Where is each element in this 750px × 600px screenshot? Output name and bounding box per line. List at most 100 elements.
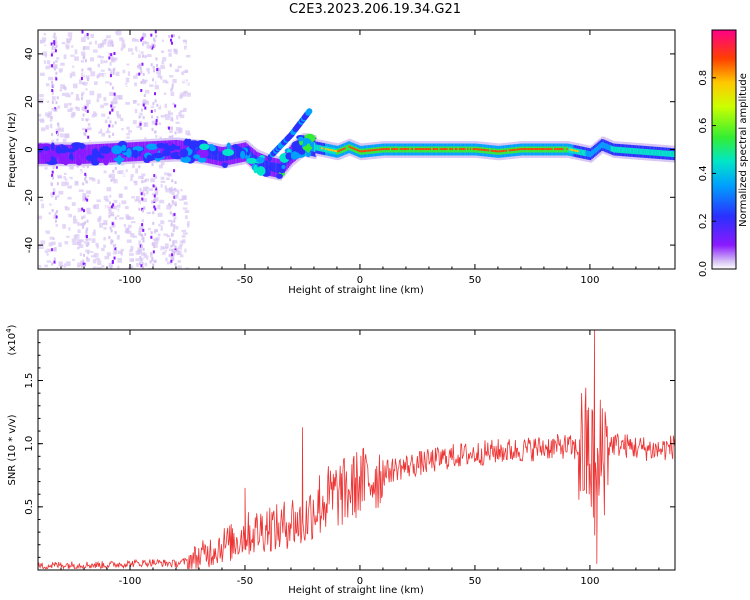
track-core <box>446 148 449 151</box>
noise-streak-point <box>153 39 156 43</box>
noise-streak-point <box>174 131 177 135</box>
snr-ylabel: SNR (10 * v/v) <box>7 414 18 485</box>
noise-point <box>153 72 157 75</box>
track-core <box>373 149 376 152</box>
track-core <box>400 148 404 151</box>
noise-point <box>146 211 151 215</box>
signal-blob <box>156 142 166 149</box>
noise-streak-point <box>153 69 156 73</box>
noise-point <box>132 165 135 169</box>
noise-point <box>132 41 137 47</box>
noise-point <box>135 168 139 174</box>
noise-streak-point <box>112 205 115 209</box>
track-core <box>352 147 356 150</box>
noise-point <box>158 122 162 125</box>
noise-point <box>127 48 133 52</box>
noise-point <box>175 181 181 184</box>
noise-point <box>138 112 143 118</box>
noise-point <box>63 133 69 139</box>
track-core <box>378 148 382 151</box>
noise-point <box>93 81 98 85</box>
noise-point <box>146 62 152 66</box>
track-mid <box>653 149 656 156</box>
noise-streak-point <box>153 245 156 249</box>
noise-streak-point <box>140 192 143 196</box>
noise-point <box>96 266 102 269</box>
signal-blob <box>42 146 50 151</box>
noise-point <box>169 254 175 259</box>
noise-point <box>40 227 44 231</box>
noise-point <box>108 98 111 101</box>
noise-point <box>111 211 115 217</box>
noise-point <box>103 73 107 78</box>
noise-streak-point <box>151 258 154 262</box>
noise-streak-point <box>139 244 142 248</box>
noise-point <box>104 255 110 260</box>
noise-point <box>139 115 143 118</box>
track-core <box>393 148 397 151</box>
noise-point <box>58 242 62 248</box>
signal-blob <box>281 164 286 170</box>
track-mid <box>62 149 66 160</box>
track-core <box>356 149 360 152</box>
noise-point <box>137 103 140 106</box>
noise-point <box>121 39 125 44</box>
track-core <box>402 148 405 151</box>
noise-point <box>177 124 180 127</box>
noise-streak-point <box>152 250 155 254</box>
noise-point <box>166 261 172 265</box>
noise-point <box>55 128 60 133</box>
noise-streak-point <box>56 132 59 136</box>
noise-point <box>134 82 138 87</box>
noise-point <box>146 67 150 72</box>
track-core <box>498 150 502 153</box>
noise-point <box>91 235 96 241</box>
noise-streak-point <box>171 179 174 183</box>
noise-streak-point <box>109 111 112 115</box>
signal-blob <box>232 143 239 150</box>
noise-streak-point <box>167 126 170 130</box>
track-mid <box>643 148 647 155</box>
noise-streak-point <box>84 234 87 238</box>
spectrogram-ytick-label: -40 <box>24 237 35 253</box>
noise-streak-point <box>111 43 114 47</box>
noise-point <box>134 199 138 202</box>
noise-streak-point <box>142 73 145 77</box>
noise-point <box>156 261 160 265</box>
noise-streak-point <box>168 135 171 139</box>
spectrogram-marks <box>38 30 675 269</box>
noise-point <box>153 231 157 234</box>
noise-point <box>170 220 173 224</box>
track-core <box>476 148 480 151</box>
noise-point <box>142 190 145 195</box>
track-core <box>501 150 505 153</box>
track-mid <box>147 146 150 156</box>
track-core <box>320 147 324 150</box>
noise-point <box>84 46 90 50</box>
noise-streak-point <box>155 119 158 123</box>
track-core <box>551 148 554 151</box>
track-core <box>554 148 557 151</box>
noise-streak-point <box>86 165 89 169</box>
noise-streak-point <box>113 245 116 249</box>
track-mid <box>87 149 91 159</box>
noise-point <box>184 69 189 73</box>
noise-point <box>83 34 89 38</box>
snr-xtick-label: -100 <box>119 576 142 587</box>
track-core <box>512 148 516 151</box>
track-mid <box>610 145 614 152</box>
track-mid <box>650 149 654 156</box>
noise-streak-point <box>141 180 144 184</box>
noise-point <box>158 223 161 227</box>
noise-streak-point <box>108 134 111 138</box>
track-mid <box>447 146 451 153</box>
track-mid <box>625 147 629 154</box>
noise-point <box>38 215 43 220</box>
track-mid <box>606 143 609 150</box>
noise-point <box>92 266 97 269</box>
noise-point <box>97 63 101 68</box>
noise-point <box>168 173 172 176</box>
noise-point <box>107 41 112 47</box>
track-mid <box>232 149 236 160</box>
noise-point <box>39 94 44 98</box>
